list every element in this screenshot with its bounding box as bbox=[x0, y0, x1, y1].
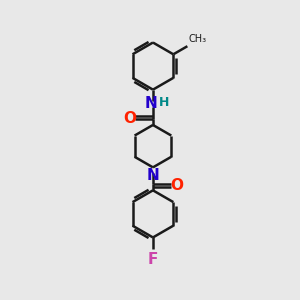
Text: O: O bbox=[170, 178, 183, 193]
Text: N: N bbox=[144, 96, 157, 111]
Text: CH₃: CH₃ bbox=[188, 34, 206, 44]
Text: O: O bbox=[124, 111, 136, 126]
Text: N: N bbox=[147, 168, 159, 183]
Text: F: F bbox=[148, 252, 158, 267]
Text: H: H bbox=[159, 96, 169, 109]
